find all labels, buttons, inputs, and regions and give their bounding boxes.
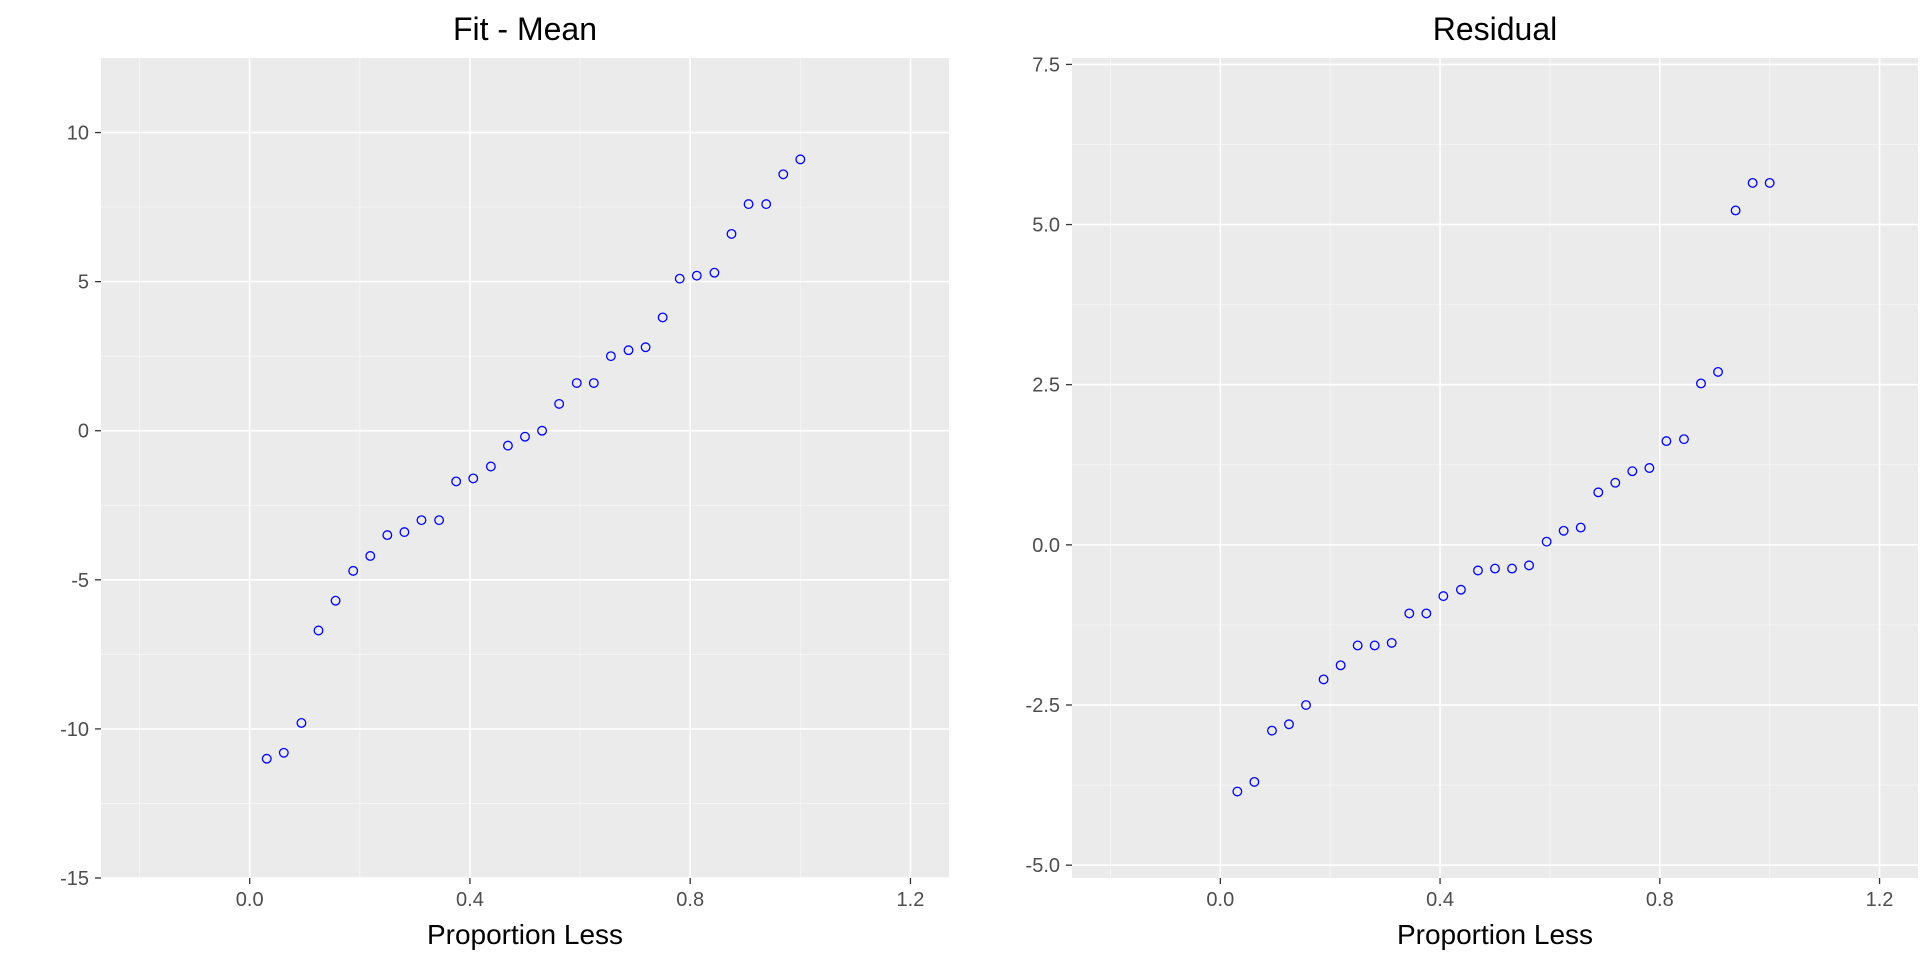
data-point <box>588 378 599 388</box>
data-point <box>1421 608 1432 619</box>
data-point <box>1696 378 1706 389</box>
x-tick-label: 0.8 <box>1646 889 1674 911</box>
data-point <box>1301 700 1311 710</box>
data-point <box>1455 584 1466 595</box>
data-point <box>296 717 307 728</box>
data-point <box>1232 786 1243 797</box>
data-point <box>434 515 445 526</box>
chart-title: Residual <box>1433 11 1558 47</box>
x-tick-label: 1.2 <box>897 889 925 911</box>
x-tick-label: 1.2 <box>1866 889 1894 911</box>
data-point <box>657 312 668 323</box>
data-point <box>761 199 772 210</box>
x-tick-label: 0.4 <box>1426 889 1454 911</box>
data-point <box>1644 463 1655 473</box>
data-point <box>1473 565 1483 576</box>
data-point <box>468 473 479 484</box>
plot-area: 0.0 0.4 0.8 1.2 -15 -10 -5 0 5 10 <box>60 58 949 911</box>
data-point <box>1267 725 1277 736</box>
data-point <box>1730 205 1741 216</box>
data-point <box>416 515 427 526</box>
data-point <box>1438 591 1449 602</box>
x-tick-label: 0.0 <box>236 889 264 911</box>
chart-residual: 0.0 0.4 0.8 1.2 -5.0 -2.5 0.0 2.5 5.0 7.5 Residua… <box>1026 11 1918 950</box>
data-point <box>1661 436 1672 447</box>
data-point <box>1679 434 1689 445</box>
data-point <box>1610 477 1621 488</box>
y-tick-label: -5.0 <box>1026 855 1060 877</box>
data-point <box>1713 366 1723 377</box>
data-point <box>330 595 341 606</box>
data-point <box>1335 660 1346 671</box>
data-point <box>1404 608 1415 619</box>
data-point <box>1369 640 1380 651</box>
data-point <box>1593 487 1604 498</box>
data-point <box>726 228 737 239</box>
x-axis-label: Proportion Less <box>1397 919 1593 950</box>
data-point <box>485 461 496 472</box>
data-point <box>571 378 582 388</box>
panel-background <box>101 58 949 878</box>
data-point <box>313 625 324 636</box>
data-point <box>261 753 272 764</box>
y-tick-label: 0 <box>78 421 89 443</box>
y-tick-label: -5 <box>71 570 89 592</box>
data-point <box>365 551 376 561</box>
x-axis-label: Proportion Less <box>427 919 623 950</box>
data-point <box>1558 525 1569 536</box>
data-point <box>278 747 289 758</box>
y-tick-label: 0.0 <box>1032 535 1060 557</box>
data-point <box>1764 177 1775 188</box>
data-point <box>1352 640 1363 651</box>
data-point <box>1249 776 1260 787</box>
data-point <box>691 270 702 281</box>
y-tick-label: 7.5 <box>1032 54 1060 76</box>
data-point <box>1318 674 1329 685</box>
chart-fit-mean: 0.0 0.4 0.8 1.2 -15 -10 -5 0 5 10 Fit - Mean Prop… <box>60 11 949 950</box>
data-point <box>537 425 548 436</box>
data-point <box>1627 466 1638 477</box>
y-tick-label: 10 <box>67 123 89 145</box>
y-tick-label: 2.5 <box>1032 375 1060 397</box>
y-tick-label: -15 <box>60 868 89 890</box>
data-point <box>709 267 720 278</box>
data-point <box>640 342 651 353</box>
data-point <box>451 476 462 487</box>
chart-title: Fit - Mean <box>453 11 597 47</box>
data-point <box>1524 560 1535 571</box>
data-point <box>1747 177 1758 188</box>
x-tick-label: 0.8 <box>676 889 704 911</box>
data-point <box>1507 563 1517 574</box>
data-point <box>623 345 634 356</box>
data-point <box>605 351 616 362</box>
data-point <box>348 565 359 576</box>
y-tick-label: -2.5 <box>1026 695 1060 717</box>
y-tick-label: 5.0 <box>1032 215 1060 237</box>
data-point <box>674 273 685 284</box>
data-point <box>502 440 513 451</box>
data-point <box>795 154 806 165</box>
data-point <box>382 530 393 541</box>
data-point <box>1541 536 1552 547</box>
y-tick-label: 5 <box>78 272 89 294</box>
data-point <box>743 199 754 210</box>
x-tick-label: 0.4 <box>456 889 484 911</box>
data-point <box>1386 637 1397 648</box>
data-point <box>1490 563 1500 574</box>
data-point <box>778 169 789 180</box>
data-point <box>1575 522 1586 533</box>
panel-background <box>1072 58 1918 878</box>
x-tick-label: 0.0 <box>1206 889 1234 911</box>
y-tick-label: -10 <box>60 719 89 741</box>
data-point <box>1284 719 1294 730</box>
data-point <box>554 398 565 409</box>
data-point <box>520 431 530 442</box>
plot-area: 0.0 0.4 0.8 1.2 -5.0 -2.5 0.0 2.5 5.0 7.5 <box>1026 54 1918 911</box>
data-point <box>399 527 410 538</box>
